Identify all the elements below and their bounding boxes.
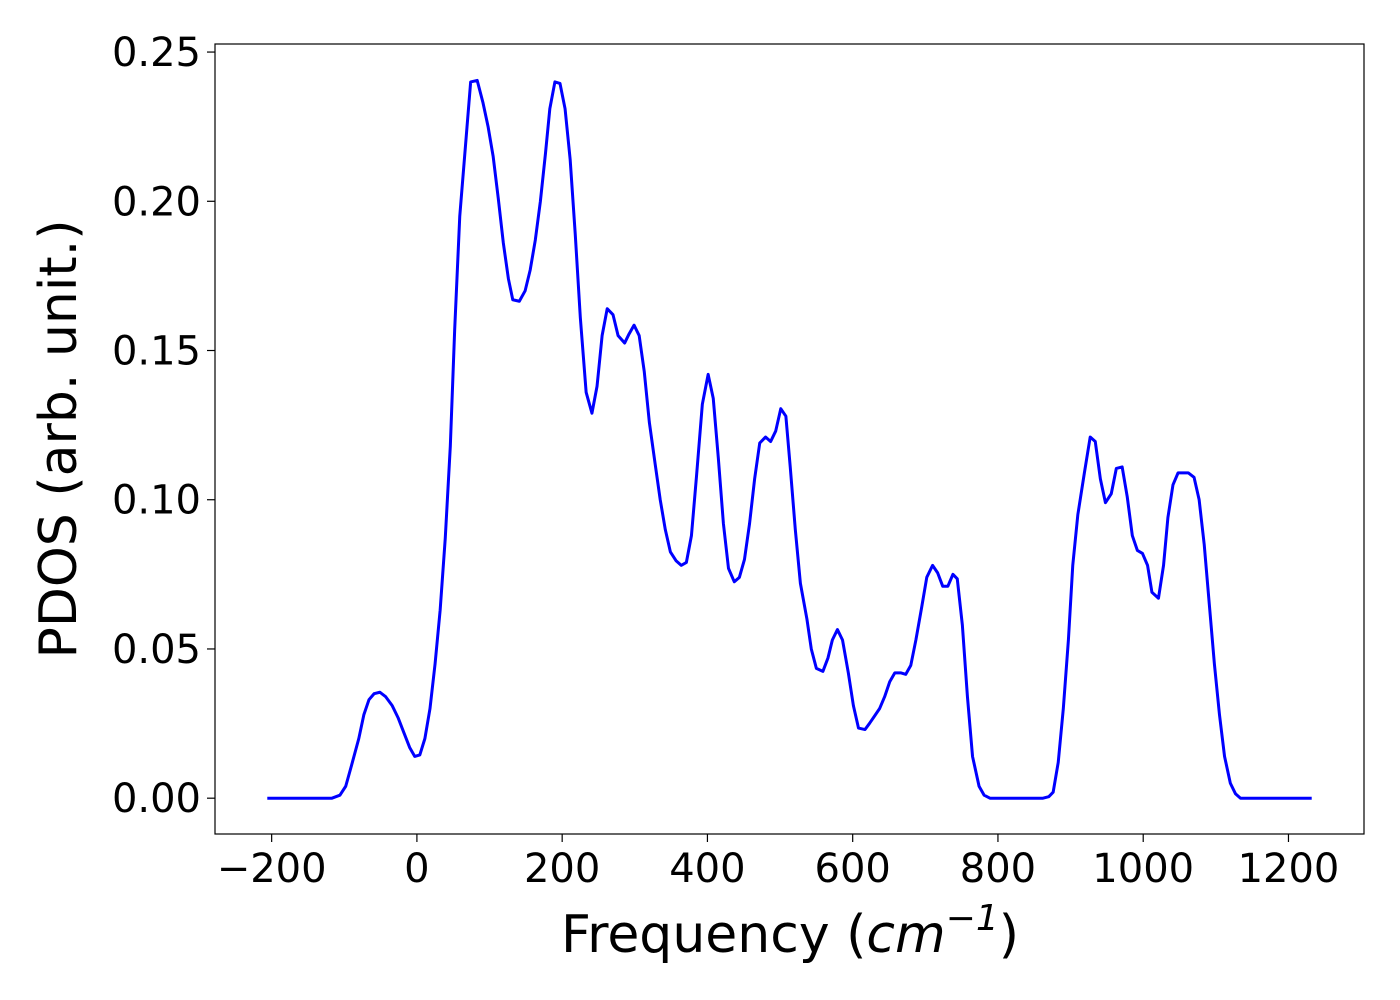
x-tick-label: 1000 [1092,846,1194,892]
x-tick-label: 200 [524,846,600,892]
y-axis-label: PDOS (arb. unit.) [29,219,89,658]
x-label-close: ) [999,905,1019,965]
y-tick-label: 0.10 [112,478,201,524]
y-tick-label: 0.05 [112,627,201,673]
x-tick-label: 1200 [1238,846,1340,892]
plot-frame [214,43,1365,835]
y-tick-label: 0.15 [112,329,201,375]
x-label-exponent: −1 [946,898,999,939]
line-series [267,78,1312,800]
x-tick-label: 800 [960,846,1036,892]
y-tick-label: 0.00 [112,776,201,822]
y-tick-label: 0.25 [112,30,201,76]
y-tick-label: 0.20 [112,179,201,225]
x-tick-label: 0 [404,846,429,892]
x-label-text: Frequency ( [561,905,866,965]
x-tick-label: 600 [815,846,891,892]
x-tick-label: −200 [217,846,327,892]
x-tick-label: 400 [669,846,745,892]
x-label-unit: cm [866,905,945,965]
x-axis-label: Frequency (cm−1) [561,898,1019,965]
